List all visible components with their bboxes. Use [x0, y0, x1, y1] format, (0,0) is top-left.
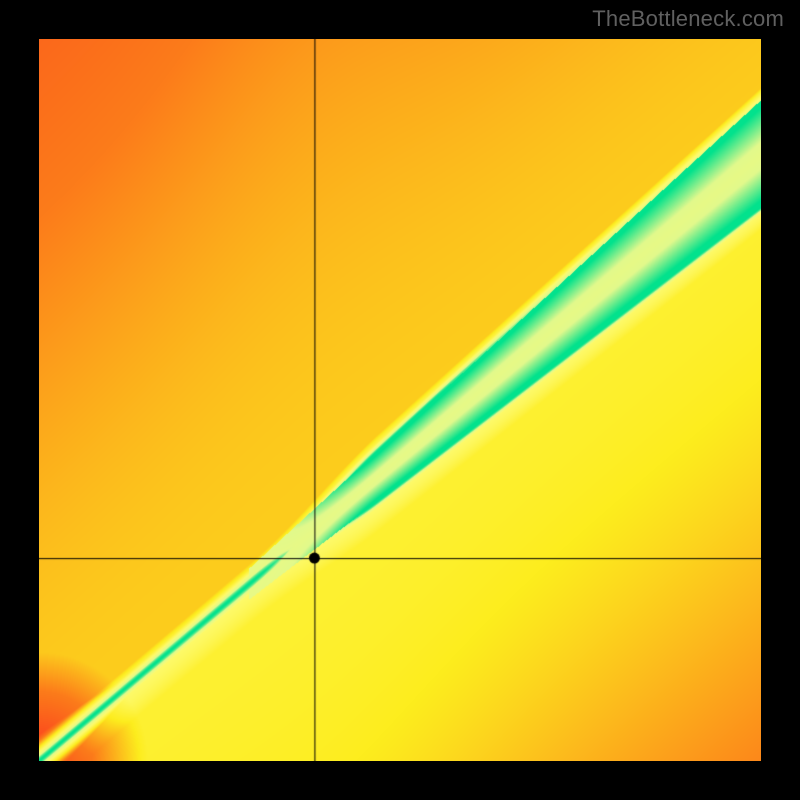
- bottleneck-heatmap: [39, 39, 761, 761]
- watermark-text: TheBottleneck.com: [592, 6, 784, 32]
- chart-frame: [39, 39, 761, 761]
